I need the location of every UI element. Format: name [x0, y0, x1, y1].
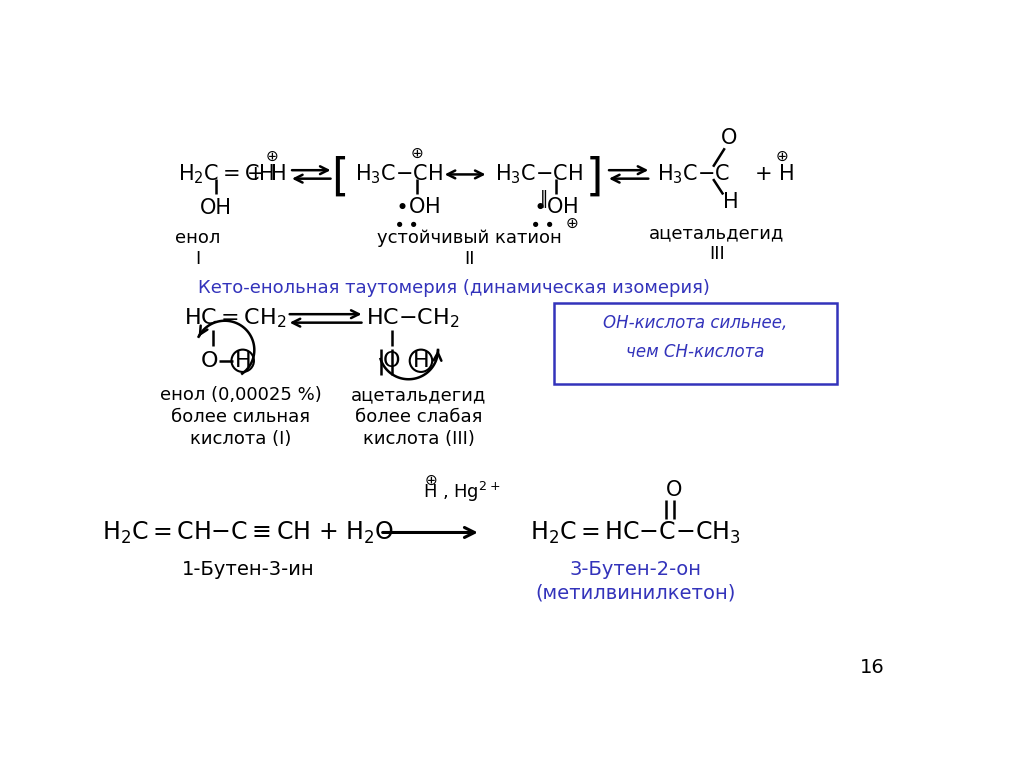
Text: $+$ H: $+$ H: [755, 164, 794, 184]
Text: енол (0,00025 %): енол (0,00025 %): [160, 387, 322, 404]
Text: $\bullet$OH: $\bullet$OH: [394, 197, 439, 217]
Text: O: O: [383, 351, 400, 370]
Text: H$_3$C$-$CH: H$_3$C$-$CH: [355, 163, 443, 186]
Text: O: O: [667, 480, 683, 500]
Text: H: H: [723, 193, 738, 212]
Text: HC$=$CH$_2$: HC$=$CH$_2$: [183, 307, 286, 331]
Text: [: [: [331, 155, 348, 198]
Text: $\oplus$: $\oplus$: [774, 149, 788, 163]
Text: II: II: [464, 250, 474, 268]
Text: H: H: [424, 483, 437, 502]
Text: H$_3$C$-$CH: H$_3$C$-$CH: [495, 163, 583, 186]
Text: 1-Бутен-3-ин: 1-Бутен-3-ин: [182, 560, 314, 579]
Text: H$_2$C$=$CH: H$_2$C$=$CH: [178, 163, 274, 186]
Text: OH: OH: [200, 198, 231, 218]
Text: $+$ H: $+$ H: [246, 164, 286, 184]
Text: кислота (III): кислота (III): [362, 430, 474, 447]
Text: $\|$: $\|$: [540, 188, 548, 210]
Text: $\bullet$OH: $\bullet$OH: [534, 197, 579, 217]
Text: $\oplus$: $\oplus$: [264, 149, 279, 163]
Text: H: H: [234, 351, 251, 370]
Text: 16: 16: [859, 658, 885, 676]
Text: более слабая: более слабая: [355, 408, 482, 426]
Text: O: O: [721, 128, 737, 148]
Text: HC$-$CH$_2$: HC$-$CH$_2$: [367, 307, 460, 331]
Text: 3-Бутен-2-он: 3-Бутен-2-он: [569, 560, 701, 579]
Text: I: I: [196, 250, 201, 268]
Text: H$_2$C$=$HC$-$C$-$CH$_3$: H$_2$C$=$HC$-$C$-$CH$_3$: [530, 519, 741, 545]
Text: устойчивый катион: устойчивый катион: [377, 229, 561, 247]
Text: кислота (I): кислота (I): [189, 430, 291, 447]
Text: H: H: [413, 351, 429, 370]
Text: (метилвинилкетон): (метилвинилкетон): [536, 583, 736, 602]
Text: $\bullet\bullet$: $\bullet\bullet$: [529, 214, 554, 232]
Text: ацетальдегид: ацетальдегид: [351, 387, 486, 404]
Text: $\oplus$: $\oplus$: [411, 146, 424, 161]
Text: ]: ]: [586, 155, 603, 198]
Text: , Hg$^{2+}$: , Hg$^{2+}$: [442, 480, 500, 505]
Text: ацетальдегид: ацетальдегид: [649, 224, 784, 242]
FancyBboxPatch shape: [554, 303, 838, 384]
Text: H$_3$C$-$C: H$_3$C$-$C: [657, 163, 730, 186]
Text: ОН-кислота сильнее,: ОН-кислота сильнее,: [603, 314, 787, 332]
Text: Кето-енольная таутомерия (динамическая изомерия): Кето-енольная таутомерия (динамическая и…: [198, 279, 710, 298]
Text: $\oplus$: $\oplus$: [564, 216, 578, 230]
Text: более сильная: более сильная: [171, 408, 310, 426]
Text: $\bullet\bullet$: $\bullet\bullet$: [393, 214, 418, 232]
Text: H$_2$C$=$CH$-$C$\equiv$CH $+$ H$_2$O: H$_2$C$=$CH$-$C$\equiv$CH $+$ H$_2$O: [102, 519, 394, 545]
Text: чем СН-кислота: чем СН-кислота: [626, 343, 765, 360]
Text: $\oplus$: $\oplus$: [424, 472, 437, 488]
Text: енол: енол: [175, 229, 220, 247]
Text: O: O: [201, 351, 218, 370]
Text: III: III: [710, 245, 725, 263]
